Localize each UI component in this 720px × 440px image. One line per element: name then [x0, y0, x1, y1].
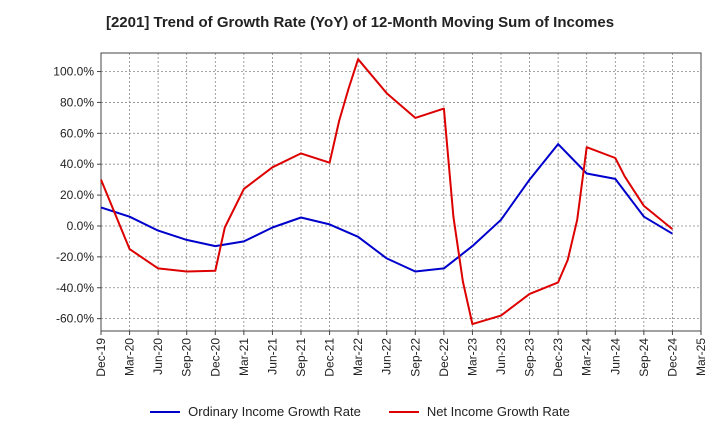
x-tick-label: Sep-21 [294, 338, 308, 377]
x-tick-label: Dec-23 [551, 338, 565, 377]
x-tick-label: Dec-22 [437, 338, 451, 377]
x-tick-label: Jun-24 [608, 338, 622, 375]
y-tick-label: -20.0% [56, 250, 94, 264]
x-tick-label: Mar-25 [694, 338, 708, 376]
x-tick-label: Jun-20 [151, 338, 165, 375]
x-tick-label: Dec-21 [323, 338, 337, 377]
x-tick-label: Mar-23 [465, 338, 479, 376]
x-tick-label: Jun-22 [380, 338, 394, 375]
x-tick-label: Sep-24 [637, 338, 651, 377]
y-tick-label: 0.0% [67, 219, 95, 233]
x-tick-label: Mar-21 [237, 338, 251, 376]
y-tick-label: 40.0% [60, 157, 94, 171]
plot-frame [100, 52, 702, 332]
x-tick-label: Jun-21 [265, 338, 279, 375]
x-tick-label: Mar-20 [123, 338, 137, 376]
x-tick-label: Dec-24 [665, 338, 679, 377]
y-tick-label: 20.0% [60, 188, 94, 202]
x-tick-label: Dec-19 [94, 338, 108, 377]
x-tick-label: Mar-24 [580, 338, 594, 376]
x-tick-label: Sep-22 [408, 338, 422, 377]
y-tick-label: -60.0% [56, 312, 94, 326]
x-tick-label: Dec-20 [208, 338, 222, 377]
x-tick-label: Sep-20 [180, 338, 194, 377]
plot-area [101, 53, 701, 331]
y-tick-label: 60.0% [60, 126, 94, 140]
legend-label-net: Net Income Growth Rate [426, 404, 570, 419]
chart-title: [2201] Trend of Growth Rate (YoY) of 12-… [105, 14, 615, 31]
legend-swatch-net [388, 410, 419, 413]
y-tick-label: -40.0% [56, 281, 94, 295]
legend-item-net: Net Income Growth Rate [388, 404, 570, 419]
x-tick-label: Mar-22 [351, 338, 365, 376]
legend-swatch-ordinary [150, 410, 181, 413]
y-tick-label: 100.0% [53, 65, 94, 79]
y-tick-label: 80.0% [60, 95, 94, 109]
legend-label-ordinary: Ordinary Income Growth Rate [188, 404, 361, 419]
x-tick-label: Jun-23 [494, 338, 508, 375]
legend-item-ordinary: Ordinary Income Growth Rate [150, 404, 361, 419]
x-tick-label: Sep-23 [523, 338, 537, 377]
legend: Ordinary Income Growth Rate Net Income G… [0, 404, 720, 419]
